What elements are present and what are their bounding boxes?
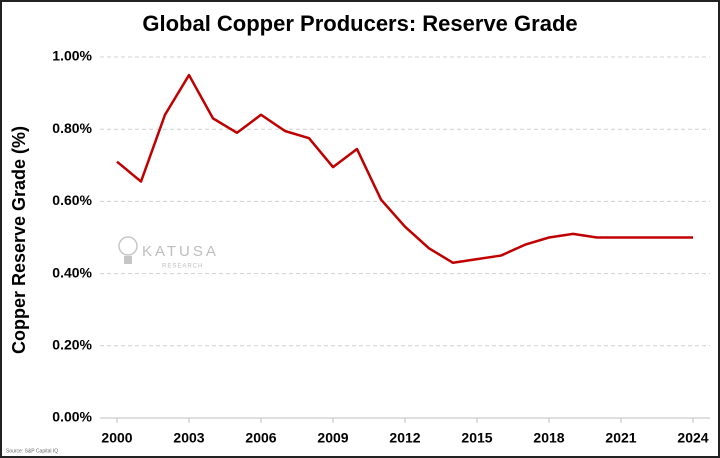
x-tick-label: 2003 bbox=[173, 430, 204, 446]
y-tick-label: 0.00% bbox=[52, 409, 92, 425]
x-tick-label: 2000 bbox=[101, 430, 132, 446]
line bbox=[116, 73, 693, 265]
y-axis-label: Copper Reserve Grade (%) bbox=[9, 126, 29, 354]
x-tick-label: 2012 bbox=[389, 430, 420, 446]
watermark: KATUSA RESEARCH bbox=[118, 236, 219, 270]
x-tick-label: 2009 bbox=[317, 430, 348, 446]
watermark-sub: RESEARCH bbox=[162, 264, 203, 270]
watermark-name: KATUSA bbox=[142, 243, 219, 260]
watermark-icon bbox=[124, 256, 132, 264]
source: Source: S&P Capital IQ bbox=[6, 448, 58, 454]
y-tick-label: 0.20% bbox=[52, 337, 92, 353]
watermark-icon bbox=[118, 236, 138, 256]
x-tick-label: 2006 bbox=[245, 430, 276, 446]
y-tick-label: 1.00% bbox=[52, 48, 92, 64]
y-tick-label: 0.80% bbox=[52, 120, 92, 136]
y-tick-label: 0.40% bbox=[52, 264, 92, 280]
x-tick-label: 2021 bbox=[605, 430, 636, 446]
x-tick-label: 2018 bbox=[533, 430, 564, 446]
x-tick-label: 2024 bbox=[677, 430, 708, 446]
chart-title: Global Copper Producers: Reserve Grade bbox=[142, 11, 577, 36]
x-tick-label: 2015 bbox=[461, 430, 492, 446]
y-tick-label: 0.60% bbox=[52, 192, 92, 208]
